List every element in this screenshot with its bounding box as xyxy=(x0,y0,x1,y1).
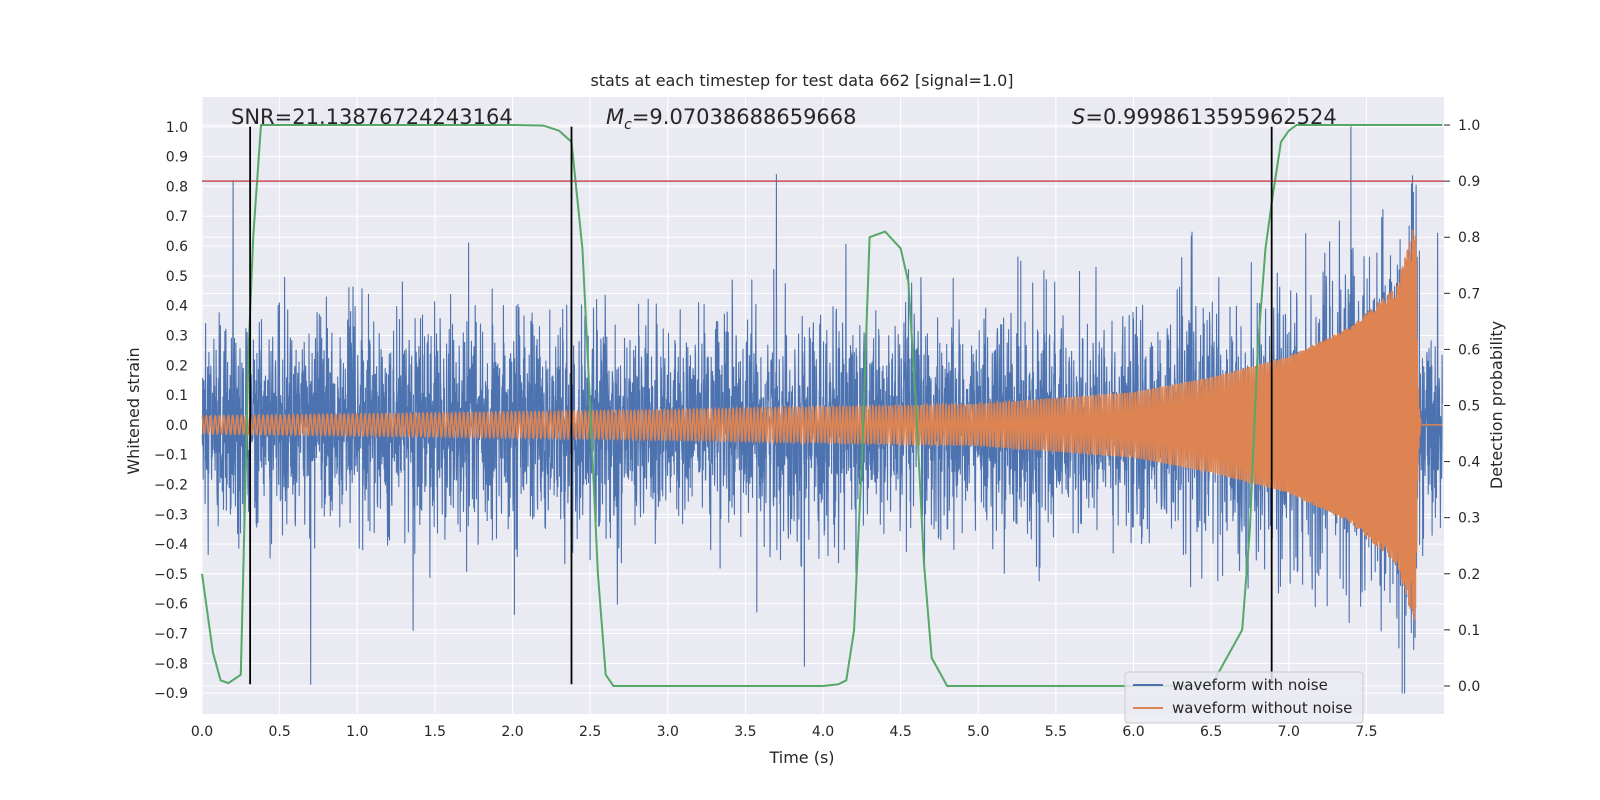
x-tick-label: 2.5 xyxy=(579,724,601,740)
x-tick-label: 7.5 xyxy=(1355,724,1377,740)
mc-subscript: c xyxy=(624,117,632,133)
y-tick-label: 0.5 xyxy=(166,269,188,285)
y-tick-label: 0.6 xyxy=(166,239,188,255)
chart-title: stats at each timestep for test data 662… xyxy=(590,71,1013,90)
y2-axis-ticks: 0.0 0.1 0.2 0.3 0.4 0.5 0.6 0.7 0.8 0.9 1.0 xyxy=(1444,118,1480,695)
x-tick-label: 4.0 xyxy=(812,724,834,740)
x-tick-label: 5.0 xyxy=(967,724,989,740)
x-tick-label: 1.0 xyxy=(346,724,368,740)
x-tick-label: 4.5 xyxy=(889,724,911,740)
y-tick-label: 0.9 xyxy=(166,150,188,166)
x-tick-label: 6.0 xyxy=(1122,724,1144,740)
y2-tick-label: 0.9 xyxy=(1458,174,1480,190)
y-tick-label: 0.0 xyxy=(166,418,188,434)
y2-tick-label: 0.6 xyxy=(1458,342,1480,358)
legend-label-noise: waveform with noise xyxy=(1172,676,1328,694)
y2-tick-label: 1.0 xyxy=(1458,118,1480,134)
y-tick-label: 0.7 xyxy=(166,209,188,225)
x-tick-label: 5.5 xyxy=(1045,724,1067,740)
x-tick-label: 2.0 xyxy=(501,724,523,740)
s-symbol: S xyxy=(1072,105,1085,129)
y-tick-label: −0.6 xyxy=(154,597,188,613)
x-tick-label: 3.0 xyxy=(657,724,679,740)
x-tick-label: 3.5 xyxy=(734,724,756,740)
mc-symbol: M xyxy=(606,105,624,129)
chirp-line xyxy=(201,229,1443,620)
y-tick-label: 0.8 xyxy=(166,179,188,195)
y2-tick-label: 0.0 xyxy=(1458,679,1480,695)
probability-line xyxy=(201,124,1443,687)
series-detection-probability xyxy=(201,124,1443,687)
legend-box xyxy=(1124,671,1364,724)
mc-value: =9.07038688659668 xyxy=(632,105,857,129)
y-tick-label: −0.5 xyxy=(154,567,188,583)
y-axis-label: Whitened strain xyxy=(124,347,143,474)
y-tick-label: −0.7 xyxy=(154,627,188,643)
x-axis-ticks: 0.0 0.5 1.0 1.5 2.0 2.5 3.0 3.5 4.0 4.5 5.0 5.5 6.0 6… xyxy=(191,724,1378,740)
mc-annotation: Mc=9.07038688659668 xyxy=(606,105,857,133)
s-annotation: S=0.9998613595962524 xyxy=(1072,105,1337,129)
y-tick-label: −0.2 xyxy=(154,477,188,493)
series-waveform-without-noise xyxy=(201,229,1443,620)
y-tick-label: 0.3 xyxy=(166,328,188,344)
y2-tick-label: 0.8 xyxy=(1458,230,1480,246)
legend: waveform with noise waveform without noi… xyxy=(1124,671,1364,724)
y2-tick-label: 0.1 xyxy=(1458,623,1480,639)
y-tick-label: −0.3 xyxy=(154,507,188,523)
y-tick-label: 0.4 xyxy=(166,299,188,315)
y-tick-label: 0.1 xyxy=(166,388,188,404)
s-value: =0.9998613595962524 xyxy=(1085,105,1336,129)
y2-tick-label: 0.4 xyxy=(1458,455,1480,471)
y2-tick-label: 0.7 xyxy=(1458,286,1480,302)
legend-label-clean: waveform without noise xyxy=(1172,699,1352,717)
y-tick-label: −0.8 xyxy=(154,656,188,672)
x-tick-label: 1.5 xyxy=(424,724,446,740)
x-tick-label: 6.5 xyxy=(1200,724,1222,740)
x-axis-label: Time (s) xyxy=(768,748,834,767)
y-axis-ticks: −0.9 −0.8 −0.7 −0.6 −0.5 −0.4 −0.3 −0.2 −0.1 0.0 0… xyxy=(154,120,188,702)
y2-tick-label: 0.2 xyxy=(1458,567,1480,583)
y2-axis-label: Detection probability xyxy=(1487,321,1506,489)
x-tick-label: 0.5 xyxy=(268,724,290,740)
snr-annotation: SNR=21.13876724243164 xyxy=(231,105,513,129)
x-tick-label: 0.0 xyxy=(191,724,213,740)
y-tick-label: −0.9 xyxy=(154,686,188,702)
y-tick-label: 1.0 xyxy=(166,120,188,136)
y-tick-label: −0.4 xyxy=(154,537,188,553)
y-tick-label: 0.2 xyxy=(166,358,188,374)
vertical-markers xyxy=(249,126,1273,685)
x-tick-label: 7.0 xyxy=(1278,724,1300,740)
y-tick-label: −0.1 xyxy=(154,448,188,464)
y2-tick-label: 0.3 xyxy=(1458,511,1480,527)
y2-tick-label: 0.5 xyxy=(1458,399,1480,415)
